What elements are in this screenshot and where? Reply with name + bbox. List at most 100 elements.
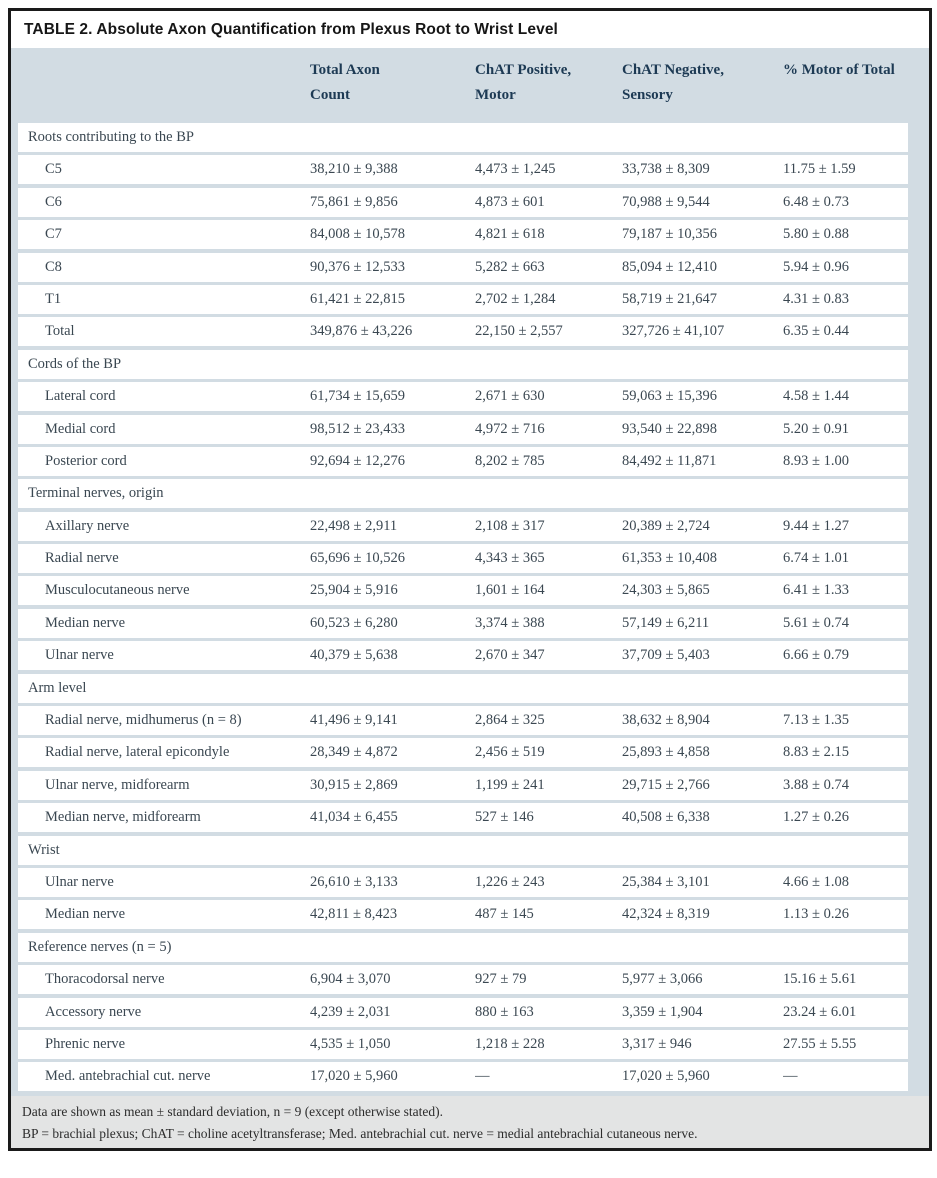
cell-chat-negative-sensory: 25,384 ± 3,101: [622, 873, 710, 890]
cell-chat-negative-sensory: 70,988 ± 9,544: [622, 193, 710, 210]
cell-chat-negative-sensory: 61,353 ± 10,408: [622, 550, 717, 567]
cell-pct-motor-of-total: 1.13 ± 0.26: [783, 906, 849, 923]
row-label: Ulnar nerve: [45, 873, 114, 890]
row-label: T1: [45, 290, 62, 307]
table-header: Total Axon Count ChAT Positive, Motor Ch…: [11, 48, 929, 120]
row-label: Musculocutaneous nerve: [45, 582, 190, 599]
cell-chat-negative-sensory: 29,715 ± 2,766: [622, 776, 710, 793]
table-row: Phrenic nerve 4,535 ± 1,050 1,218 ± 228 3,3…: [18, 1029, 908, 1059]
cell-chat-positive-motor: 1,601 ± 164: [475, 582, 545, 599]
cell-chat-negative-sensory: 58,719 ± 21,647: [622, 290, 717, 307]
cell-chat-negative-sensory: 38,632 ± 8,904: [622, 712, 710, 729]
table-row: Median nerve 42,811 ± 8,423 487 ± 145 42,32…: [18, 900, 908, 930]
header-line: Count: [310, 87, 351, 103]
cell-pct-motor-of-total: 6.74 ± 1.01: [783, 550, 849, 567]
row-label: Total: [45, 323, 75, 340]
cell-chat-positive-motor: 2,670 ± 347: [475, 647, 545, 664]
table-row: T1 61,421 ± 22,815 2,702 ± 1,284 58,719 ± 2…: [18, 284, 908, 314]
cell-total-axon-count: 98,512 ± 23,433: [310, 420, 405, 437]
cell-total-axon-count: 4,535 ± 1,050: [310, 1035, 391, 1052]
header-cell-rowlabel: [18, 58, 310, 108]
table-row: Musculocutaneous nerve 25,904 ± 5,916 1,60…: [18, 576, 908, 606]
cell-chat-positive-motor: 5,282 ± 663: [475, 258, 545, 275]
row-label: C7: [45, 226, 62, 243]
cell-chat-positive-motor: 2,702 ± 1,284: [475, 290, 556, 307]
row-label: Phrenic nerve: [45, 1035, 126, 1052]
row-label: Posterior cord: [45, 452, 127, 469]
cell-chat-negative-sensory: 25,893 ± 4,858: [622, 744, 710, 761]
cell-chat-positive-motor: 4,821 ± 618: [475, 226, 545, 243]
cell-total-axon-count: 41,496 ± 9,141: [310, 712, 398, 729]
cell-total-axon-count: 60,523 ± 6,280: [310, 614, 398, 631]
cell-total-axon-count: 84,008 ± 10,578: [310, 226, 405, 243]
row-label: C6: [45, 193, 62, 210]
cell-chat-negative-sensory: 84,492 ± 11,871: [622, 452, 717, 469]
cell-pct-motor-of-total: 9.44 ± 1.27: [783, 517, 849, 534]
cell-chat-negative-sensory: 24,303 ± 5,865: [622, 582, 710, 599]
table-title-bar: TABLE 2. Absolute Axon Quantification fr…: [11, 11, 929, 48]
cell-chat-positive-motor: 927 ± 79: [475, 971, 527, 988]
section-row: Cords of the BP: [18, 349, 908, 379]
cell-pct-motor-of-total: 5.80 ± 0.88: [783, 226, 849, 243]
header-line: ChAT Negative,: [622, 62, 724, 78]
cell-pct-motor-of-total: 5.20 ± 0.91: [783, 420, 849, 437]
cell-chat-positive-motor: 4,343 ± 365: [475, 550, 545, 567]
table-row: Accessory nerve 4,239 ± 2,031 880 ± 163 3,3…: [18, 997, 908, 1027]
section-label: Arm level: [28, 679, 87, 696]
cell-chat-positive-motor: 1,218 ± 228: [475, 1035, 545, 1052]
section-row: Roots contributing to the BP: [18, 123, 908, 152]
header-cell-pct-motor-of-total: % Motor of Total: [783, 58, 929, 108]
cell-pct-motor-of-total: 6.41 ± 1.33: [783, 582, 849, 599]
table-footnotes: Data are shown as mean ± standard deviat…: [11, 1096, 929, 1148]
cell-chat-positive-motor: 3,374 ± 388: [475, 614, 545, 631]
header-columns: Total Axon Count ChAT Positive, Motor Ch…: [18, 58, 929, 108]
cell-total-axon-count: 38,210 ± 9,388: [310, 161, 398, 178]
row-label: Median nerve: [45, 906, 126, 923]
cell-chat-positive-motor: 880 ± 163: [475, 1003, 534, 1020]
cell-chat-positive-motor: 2,671 ± 630: [475, 388, 545, 405]
row-label: Median nerve: [45, 614, 126, 631]
table-row: Ulnar nerve, midforearm 30,915 ± 2,869 1,1…: [18, 770, 908, 800]
table-row: Total 349,876 ± 43,226 22,150 ± 2,557 327,7…: [18, 317, 908, 347]
header-line: Sensory: [622, 87, 673, 103]
cell-total-axon-count: 17,020 ± 5,960: [310, 1068, 398, 1085]
cell-chat-negative-sensory: 40,508 ± 6,338: [622, 809, 710, 826]
cell-pct-motor-of-total: 5.61 ± 0.74: [783, 614, 849, 631]
section-label: Wrist: [28, 841, 60, 858]
table-row: C5 38,210 ± 9,388 4,473 ± 1,245 33,738 ± 8,…: [18, 155, 908, 185]
row-label: Radial nerve, midhumerus (n = 8): [45, 712, 242, 729]
cell-chat-positive-motor: 8,202 ± 785: [475, 452, 545, 469]
cell-pct-motor-of-total: 5.94 ± 0.96: [783, 258, 849, 275]
table-row: Thoracodorsal nerve 6,904 ± 3,070 927 ± 79…: [18, 965, 908, 995]
cell-total-axon-count: 26,610 ± 3,133: [310, 873, 398, 890]
table-row: Medial cord 98,512 ± 23,433 4,972 ± 716 93,…: [18, 414, 908, 444]
cell-pct-motor-of-total: 6.66 ± 0.79: [783, 647, 849, 664]
table-row: Median nerve 60,523 ± 6,280 3,374 ± 388 57,…: [18, 608, 908, 638]
section-row: Arm level: [18, 673, 908, 703]
cell-pct-motor-of-total: 4.58 ± 1.44: [783, 388, 849, 405]
cell-total-axon-count: 42,811 ± 8,423: [310, 906, 398, 923]
row-label: Radial nerve: [45, 550, 119, 567]
footnote-line-1: Data are shown as mean ± standard deviat…: [22, 1104, 444, 1119]
cell-pct-motor-of-total: 1.27 ± 0.26: [783, 809, 849, 826]
cell-pct-motor-of-total: 23.24 ± 6.01: [783, 1003, 857, 1020]
footnote-line-2: BP = brachial plexus; ChAT = choline ace…: [22, 1126, 698, 1141]
table-row: Ulnar nerve 40,379 ± 5,638 2,670 ± 347 37,7…: [18, 641, 908, 671]
row-label: C8: [45, 258, 62, 275]
header-line: Total Axon: [310, 62, 380, 78]
cell-total-axon-count: 28,349 ± 4,872: [310, 744, 398, 761]
row-label: Ulnar nerve: [45, 647, 114, 664]
cell-chat-positive-motor: 2,864 ± 325: [475, 712, 545, 729]
row-label: Radial nerve, lateral epicondyle: [45, 744, 230, 761]
cell-pct-motor-of-total: —: [783, 1068, 798, 1085]
section-row: Reference nerves (n = 5): [18, 932, 908, 962]
cell-total-axon-count: 40,379 ± 5,638: [310, 647, 398, 664]
table-row: Axillary nerve 22,498 ± 2,911 2,108 ± 317 2…: [18, 511, 908, 541]
table-row: C6 75,861 ± 9,856 4,873 ± 601 70,988 ± 9,54…: [18, 187, 908, 217]
cell-chat-negative-sensory: 3,317 ± 946: [622, 1035, 692, 1052]
cell-chat-positive-motor: 4,873 ± 601: [475, 193, 545, 210]
cell-chat-negative-sensory: 79,187 ± 10,356: [622, 226, 717, 243]
table-row: Posterior cord 92,694 ± 12,276 8,202 ± 785…: [18, 446, 908, 476]
table-figure: TABLE 2. Absolute Axon Quantification fr…: [8, 8, 932, 1151]
cell-chat-negative-sensory: 33,738 ± 8,309: [622, 161, 710, 178]
